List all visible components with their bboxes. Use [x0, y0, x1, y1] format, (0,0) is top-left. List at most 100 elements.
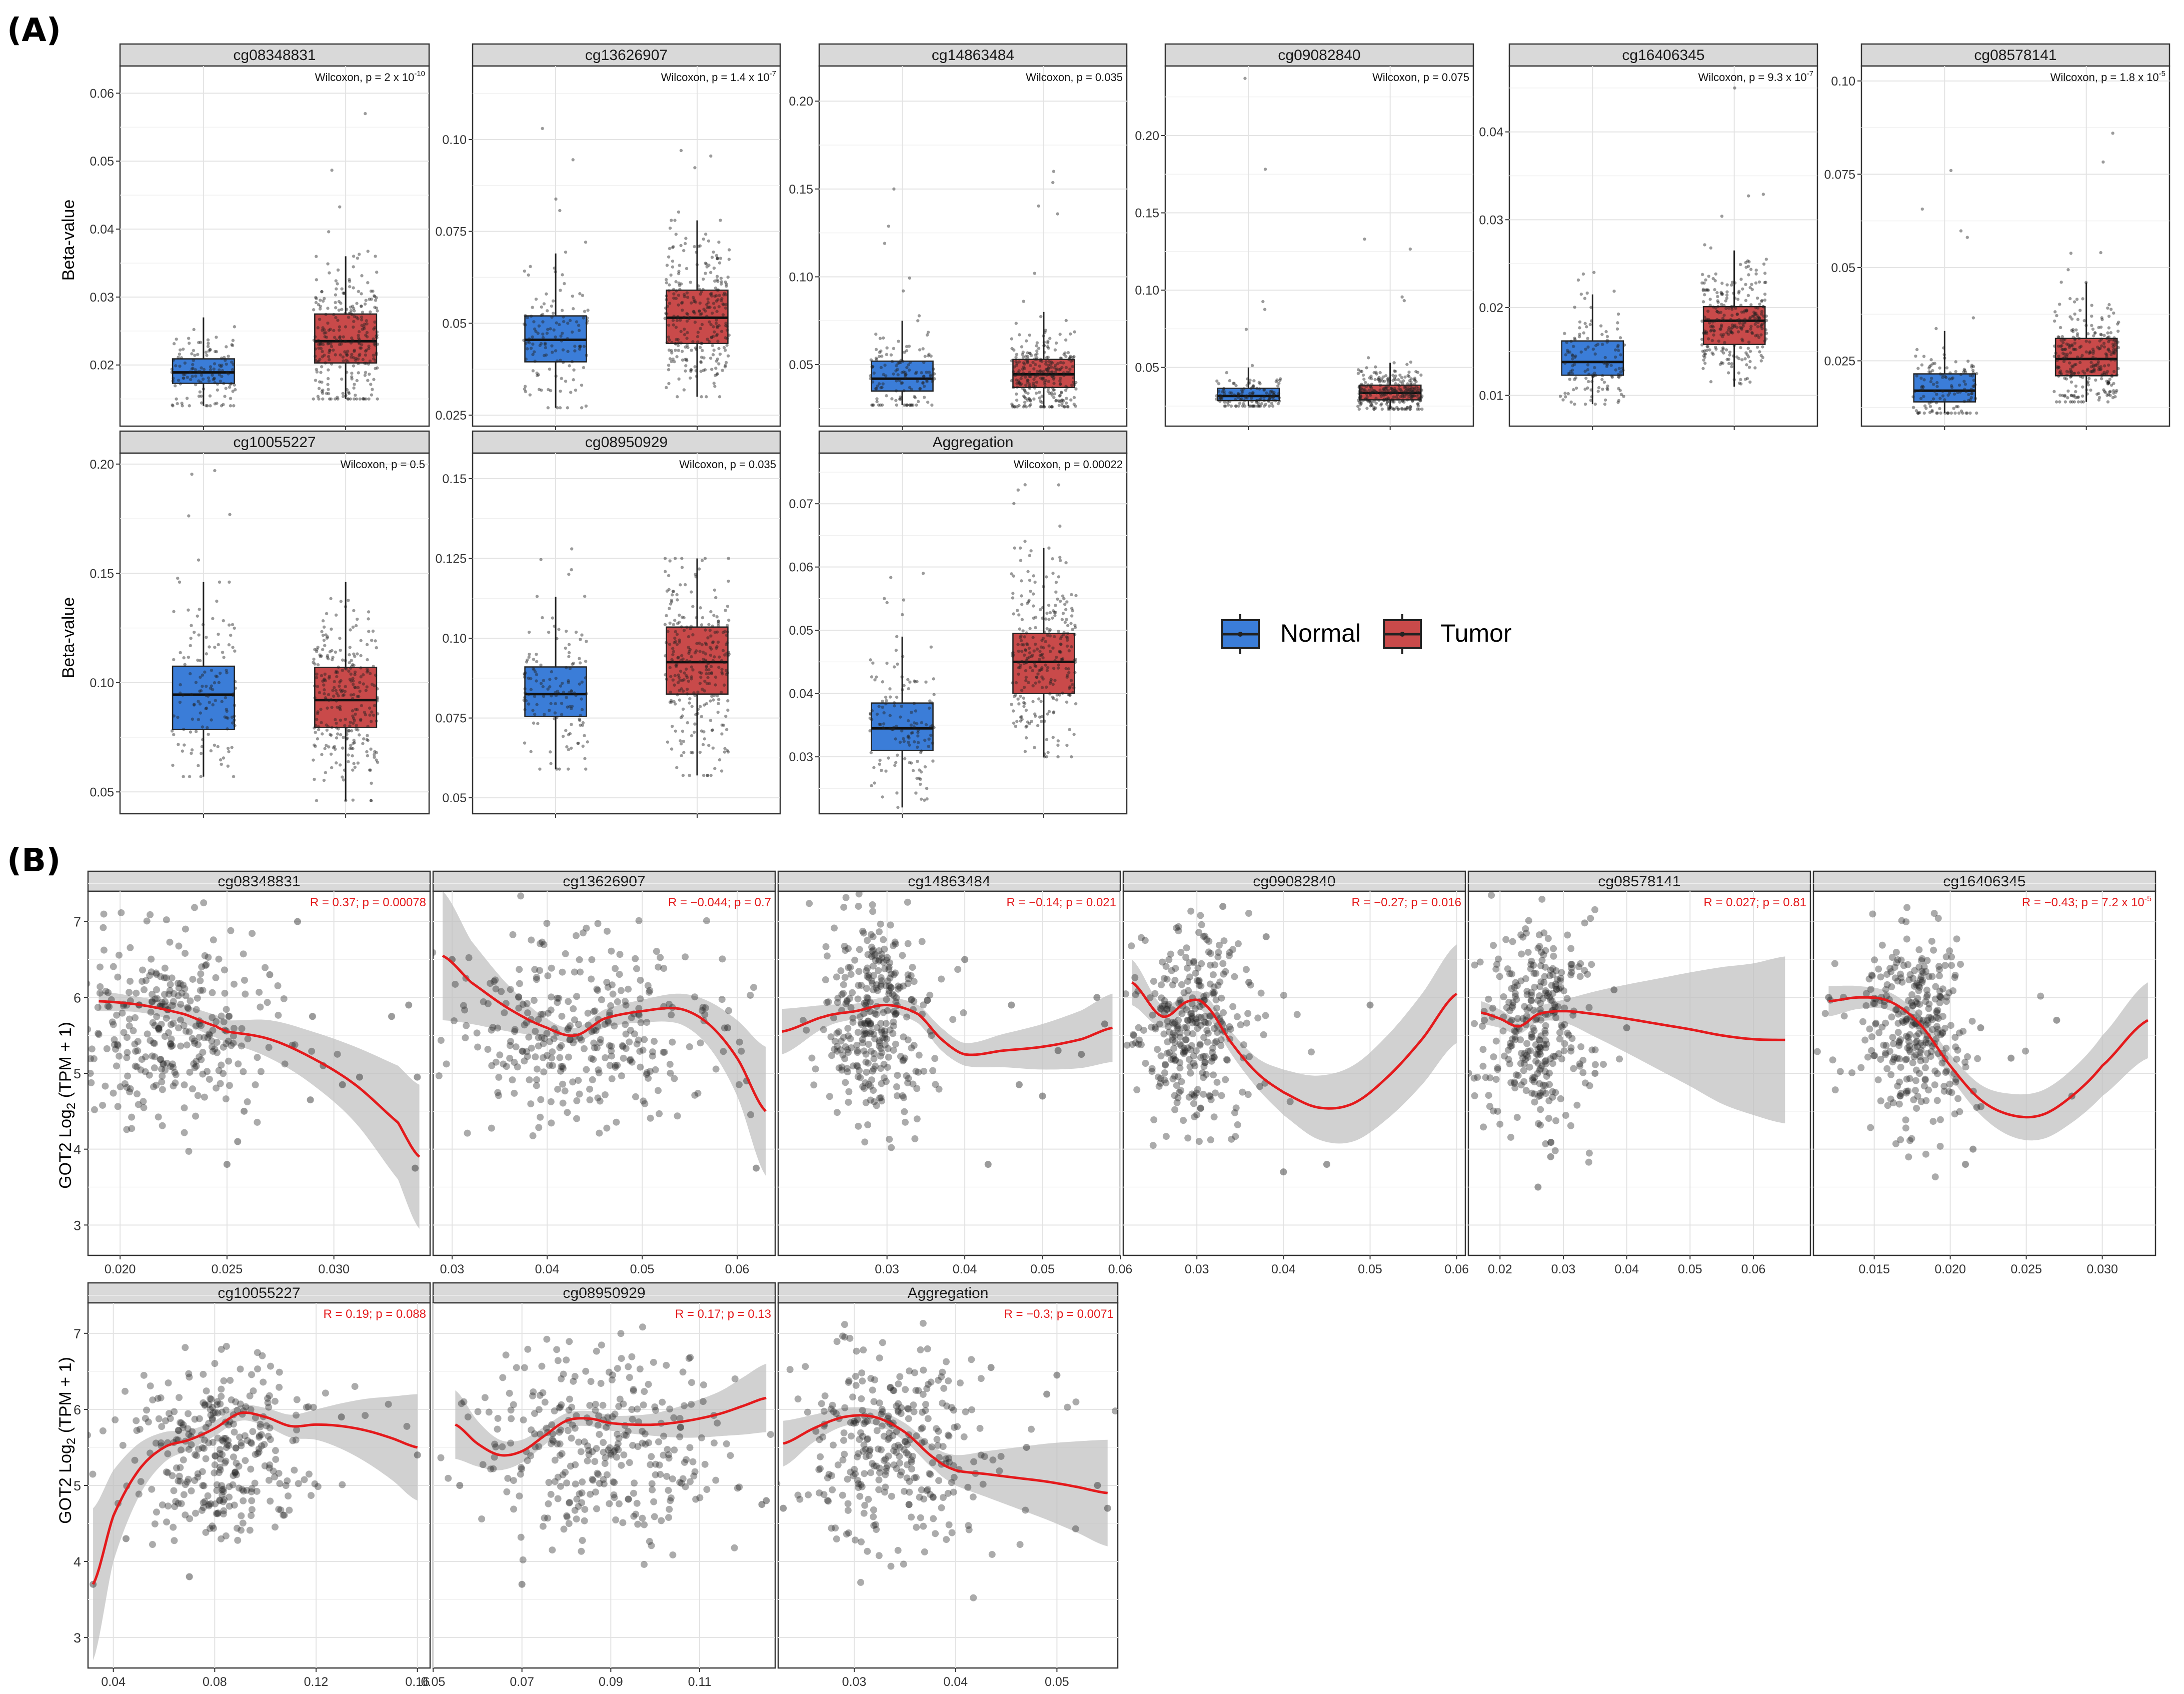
data-point	[1410, 383, 1414, 387]
data-point	[693, 722, 697, 726]
data-point	[910, 711, 913, 714]
data-point	[705, 315, 709, 318]
data-point	[1763, 298, 1767, 302]
data-point	[187, 655, 191, 659]
outlier-point	[892, 187, 896, 191]
data-point	[1046, 363, 1050, 367]
data-point	[221, 966, 228, 974]
data-point	[1028, 351, 1032, 355]
data-point	[352, 320, 356, 323]
y-tick-label: 0.125	[435, 552, 467, 566]
data-point	[1062, 631, 1066, 634]
data-point	[1365, 366, 1368, 370]
data-point	[723, 365, 727, 369]
data-point	[1409, 377, 1413, 381]
data-point	[370, 639, 374, 642]
data-point	[566, 406, 569, 410]
data-point	[712, 698, 715, 702]
data-point	[320, 290, 324, 294]
data-point	[1399, 380, 1403, 384]
data-point	[1600, 343, 1604, 346]
data-point	[317, 346, 321, 350]
data-point	[1402, 400, 1406, 404]
data-point	[724, 364, 727, 367]
data-point	[672, 292, 676, 296]
data-point	[356, 761, 360, 765]
data-point	[323, 297, 326, 301]
data-point	[365, 319, 368, 323]
data-point	[1605, 339, 1609, 342]
data-point	[226, 371, 229, 374]
data-point	[916, 400, 920, 404]
data-point	[1270, 395, 1274, 398]
data-point	[1021, 350, 1025, 354]
data-point	[720, 668, 724, 671]
data-point	[206, 404, 209, 408]
data-point	[352, 741, 355, 745]
data-point	[2073, 312, 2076, 316]
data-point	[674, 342, 678, 346]
data-point	[337, 727, 340, 731]
data-point	[2081, 376, 2084, 379]
data-point	[342, 736, 345, 739]
data-point	[375, 699, 379, 703]
data-point	[353, 350, 356, 353]
data-point	[350, 313, 354, 317]
data-point	[893, 764, 897, 767]
data-point	[201, 377, 205, 381]
data-point	[1705, 349, 1709, 352]
data-point	[1226, 401, 1230, 404]
data-point	[354, 624, 358, 628]
data-point	[220, 356, 224, 360]
data-point	[572, 368, 576, 372]
data-point	[1737, 371, 1741, 375]
data-point	[317, 303, 321, 307]
outlier-point	[541, 127, 544, 131]
data-point	[677, 377, 681, 381]
data-point	[1748, 316, 1752, 320]
data-point	[690, 301, 693, 305]
data-point	[1716, 305, 1720, 308]
data-point	[1017, 649, 1020, 653]
data-point	[351, 754, 354, 758]
data-point	[1061, 361, 1065, 365]
data-point	[684, 237, 688, 240]
data-point	[724, 306, 728, 310]
data-point	[869, 712, 872, 716]
data-point	[1718, 363, 1722, 366]
data-point	[1613, 355, 1617, 359]
data-point	[1065, 638, 1069, 642]
y-tick-label: 0.06	[90, 87, 114, 101]
data-point	[114, 973, 122, 981]
data-point	[1234, 398, 1237, 402]
data-point	[199, 380, 203, 384]
data-point	[133, 989, 140, 997]
data-point	[540, 305, 543, 309]
data-point	[612, 1062, 619, 1069]
data-point	[712, 614, 716, 617]
data-point	[366, 754, 370, 758]
y-tick-label: 0.10	[442, 632, 467, 646]
data-point	[677, 620, 681, 624]
outlier-point	[338, 205, 342, 209]
data-point	[709, 610, 713, 614]
data-point	[931, 741, 934, 745]
data-point	[715, 254, 718, 258]
data-point	[1277, 392, 1281, 395]
data-point	[526, 1076, 533, 1084]
data-point	[675, 643, 679, 646]
data-point	[1053, 371, 1057, 374]
data-point	[1052, 377, 1056, 381]
data-point	[360, 343, 364, 347]
x-tick-label: 0.020	[105, 1262, 136, 1276]
data-point	[506, 1054, 514, 1062]
data-point	[97, 983, 104, 990]
data-point	[1380, 391, 1384, 395]
data-point	[1705, 332, 1708, 335]
data-point	[333, 336, 337, 339]
data-point	[1065, 386, 1069, 390]
data-point	[690, 655, 693, 659]
data-point	[1021, 387, 1025, 391]
data-point	[1027, 646, 1031, 650]
